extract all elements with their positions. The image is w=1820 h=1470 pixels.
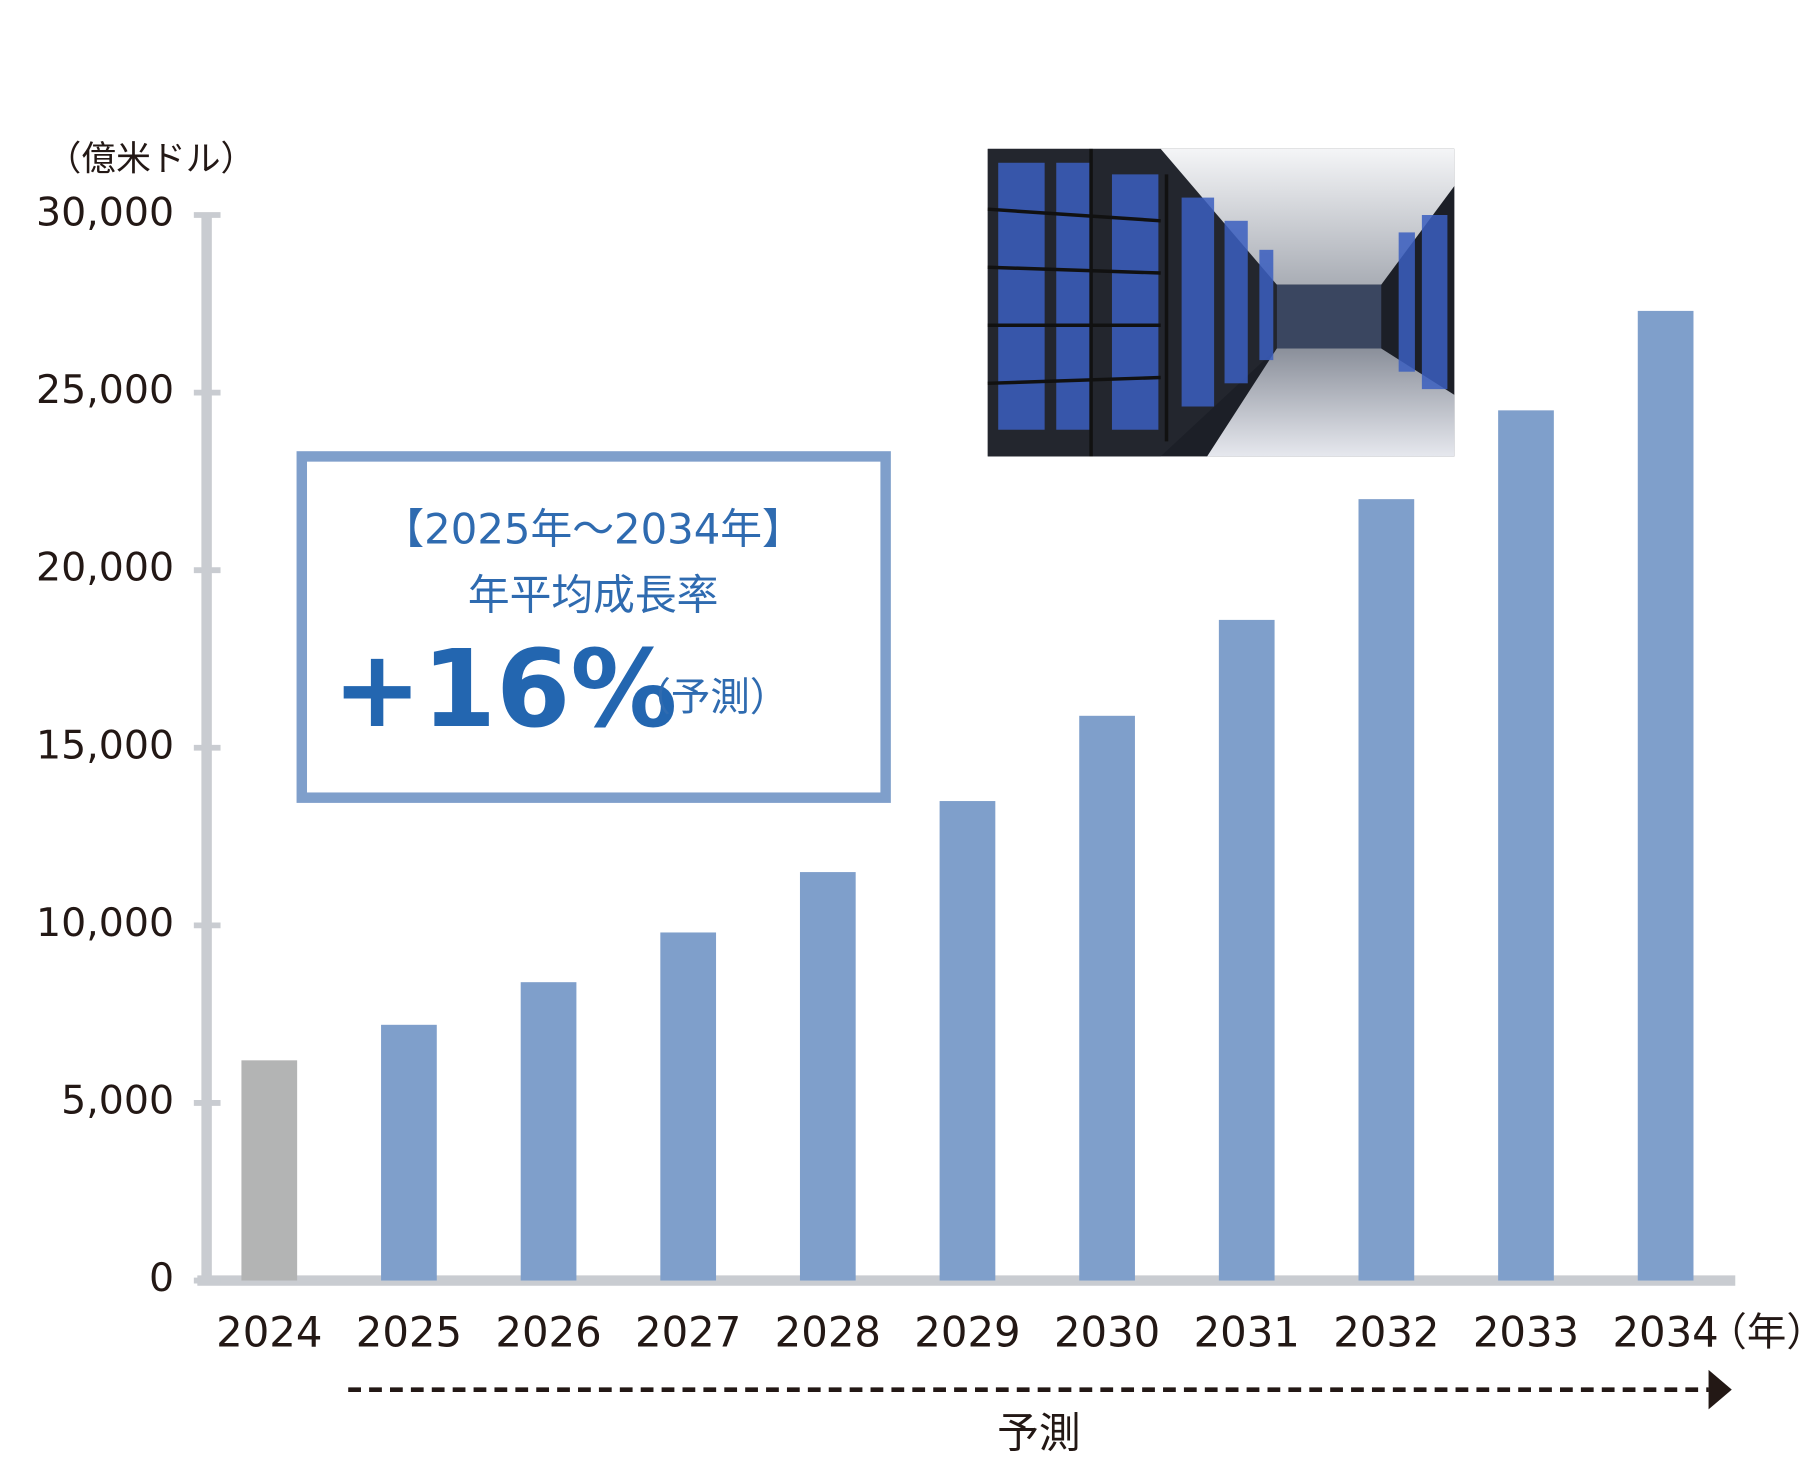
annotation-period: 【2025年～2034年】 [382, 504, 803, 553]
y-tick-label: 10,000 [36, 900, 174, 946]
x-tick-label: 2024 [216, 1308, 322, 1357]
x-tick-label: 2025 [356, 1308, 462, 1357]
y-tick-label: 20,000 [36, 545, 174, 591]
y-tick-label: 30,000 [36, 190, 174, 236]
x-tick-label: 2028 [775, 1308, 881, 1357]
forecast-label: 予測 [997, 1409, 1081, 1458]
forecast-arrowhead [1708, 1369, 1732, 1410]
x-tick-label: 2032 [1333, 1308, 1439, 1357]
x-tick-label: 2027 [635, 1308, 741, 1357]
bar [660, 932, 717, 1281]
x-tick-label: 2031 [1194, 1308, 1300, 1357]
server-room-photo [987, 148, 1455, 457]
x-unit: （年） [1707, 1310, 1820, 1356]
y-tick-label: 0 [149, 1255, 174, 1301]
y-tick-label: 15,000 [36, 722, 174, 768]
annotation-rate: +16% [332, 628, 677, 752]
x-tick-label: 2029 [914, 1308, 1020, 1357]
x-tick-label: 2030 [1054, 1308, 1160, 1357]
annotation-label: 年平均成長率 [468, 571, 719, 620]
x-tick-label: 2033 [1473, 1308, 1579, 1357]
bar [381, 1024, 437, 1281]
x-tick-label: 2026 [495, 1308, 601, 1357]
bar [1358, 499, 1415, 1281]
annotation-box [296, 451, 891, 803]
y-tick-label: 25,000 [36, 367, 174, 413]
bar [799, 872, 856, 1281]
bar [1498, 410, 1554, 1281]
annotation-note: （予測） [631, 675, 789, 721]
x-tick-label: 2034 [1612, 1308, 1718, 1357]
bar [1637, 310, 1694, 1281]
bar [520, 982, 577, 1281]
bar [939, 801, 996, 1281]
y-tick-label: 5,000 [61, 1077, 174, 1123]
bar [1218, 619, 1275, 1281]
bar [241, 1060, 298, 1281]
y-unit: （億米ドル） [46, 139, 255, 179]
bar [1079, 715, 1135, 1281]
